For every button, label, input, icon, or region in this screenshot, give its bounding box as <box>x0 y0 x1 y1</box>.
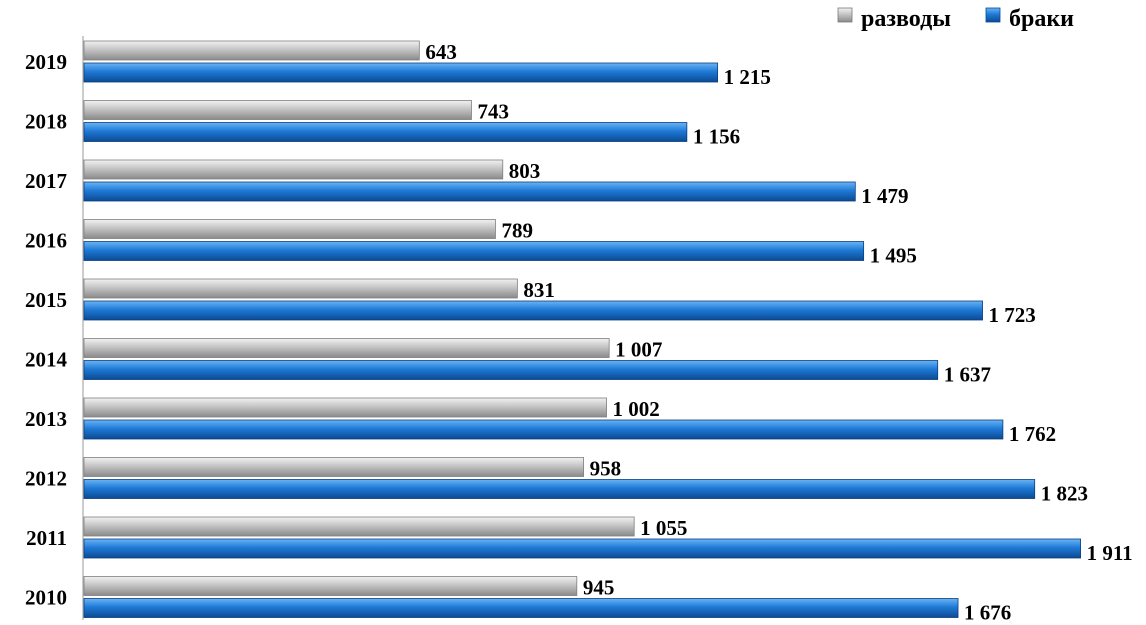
bar-divorces-2019 <box>83 40 420 61</box>
bar-divorces-2016 <box>83 219 496 239</box>
data-label-divorces-2015: 831 <box>523 278 555 302</box>
data-label-marriages-2012: 1 823 <box>1041 482 1088 506</box>
data-label-marriages-2017: 1 479 <box>861 184 908 208</box>
data-label-marriages-2010: 1 676 <box>964 601 1011 625</box>
y-tick-label: 2014 <box>25 348 68 372</box>
bar-marriages-2015 <box>83 300 983 321</box>
y-tick-label: 2019 <box>25 50 67 74</box>
data-label-marriages-2013: 1 762 <box>1009 422 1056 446</box>
data-label-divorces-2019: 643 <box>425 40 457 64</box>
data-label-divorces-2012: 958 <box>590 457 622 481</box>
bar-marriages-2014 <box>83 360 939 380</box>
y-tick-label: 2011 <box>26 526 67 550</box>
labels-group: 2019 643 1 215 2018 743 1 156 2017 803 1 479 2016… <box>25 40 1133 625</box>
bar-divorces-2013 <box>83 397 607 418</box>
legend-label-divorces: разводы <box>861 6 951 32</box>
bar-divorces-2012 <box>83 457 584 477</box>
data-label-marriages-2015: 1 723 <box>989 303 1036 327</box>
data-label-marriages-2014: 1 637 <box>944 363 991 387</box>
bar-marriages-2019 <box>83 62 719 83</box>
bar-marriages-2012 <box>83 479 1036 499</box>
bar-marriages-2011 <box>83 538 1081 559</box>
legend-label-marriages: браки <box>1009 6 1074 32</box>
bar-marriages-2016 <box>83 241 865 261</box>
y-tick-label: 2016 <box>25 229 67 253</box>
bar-marriages-2017 <box>83 181 856 202</box>
bar-marriages-2010 <box>83 598 959 618</box>
bar-divorces-2010 <box>83 576 578 596</box>
data-label-marriages-2018: 1 156 <box>693 125 740 149</box>
data-label-marriages-2019: 1 215 <box>724 65 771 89</box>
legend: разводы браки <box>837 6 1074 32</box>
y-tick-label: 2018 <box>25 110 67 134</box>
data-label-divorces-2018: 743 <box>477 100 509 124</box>
legend-swatch-divorces <box>837 7 853 23</box>
data-label-marriages-2011: 1 911 <box>1087 541 1133 565</box>
y-tick-label: 2012 <box>25 467 67 491</box>
bars-group <box>83 40 1081 618</box>
legend-item-divorces: разводы <box>837 6 951 32</box>
y-tick-label: 2015 <box>25 288 67 312</box>
y-tick-label: 2010 <box>25 586 67 610</box>
bar-marriages-2018 <box>83 122 688 142</box>
bar-divorces-2018 <box>83 100 472 120</box>
data-label-divorces-2017: 803 <box>509 159 541 183</box>
bar-divorces-2015 <box>83 278 518 299</box>
data-label-divorces-2011: 1 055 <box>640 516 687 540</box>
bar-divorces-2017 <box>83 159 504 180</box>
data-label-divorces-2016: 789 <box>501 219 533 243</box>
legend-item-marriages: браки <box>985 6 1074 32</box>
bar-divorces-2014 <box>83 338 610 358</box>
data-label-divorces-2013: 1 002 <box>613 397 660 421</box>
legend-swatch-marriages <box>985 7 1001 23</box>
bar-divorces-2011 <box>83 516 635 537</box>
y-tick-label: 2013 <box>25 407 67 431</box>
data-label-divorces-2010: 945 <box>583 576 615 600</box>
data-label-marriages-2016: 1 495 <box>870 244 917 268</box>
y-tick-label: 2017 <box>25 169 67 193</box>
bar-marriages-2013 <box>83 419 1004 440</box>
data-label-divorces-2014: 1 007 <box>615 338 662 362</box>
